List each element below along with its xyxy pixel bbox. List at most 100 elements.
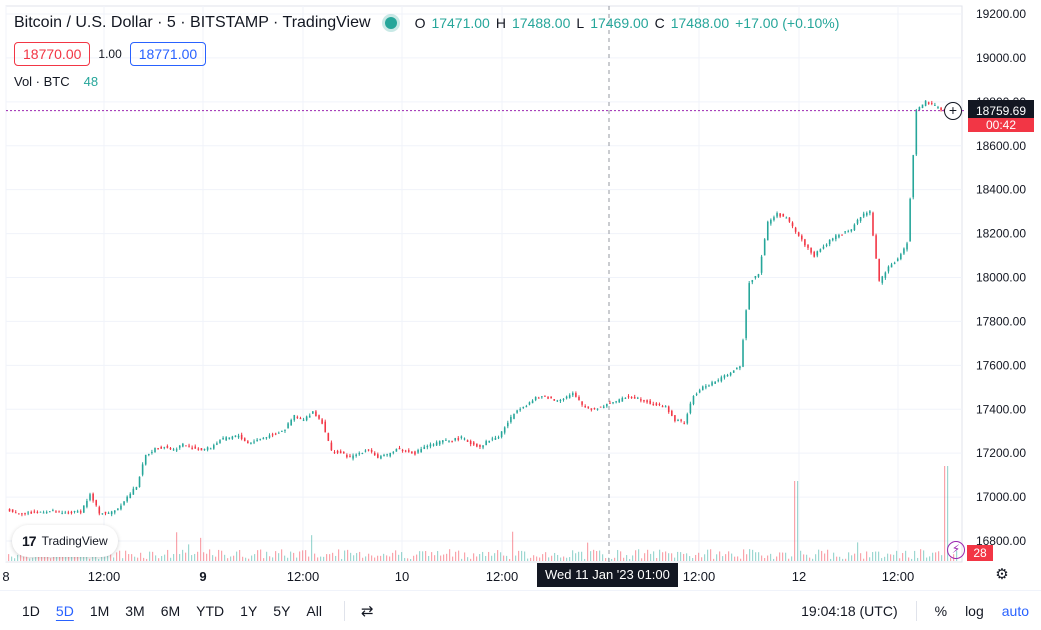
- candle-body: [120, 505, 122, 510]
- log-toggle[interactable]: log: [965, 603, 984, 619]
- candle-body: [274, 433, 277, 435]
- period-1m[interactable]: 1M: [89, 602, 110, 619]
- candle-body: [160, 446, 162, 449]
- candle-body: [915, 110, 918, 155]
- candle-body: [831, 238, 834, 241]
- volume-bar: [659, 549, 661, 561]
- date-range-icon[interactable]: ⇄: [360, 602, 374, 620]
- candle-body: [52, 510, 54, 512]
- candle-body: [407, 450, 410, 452]
- volume-bar: [716, 554, 718, 561]
- candle-body: [460, 436, 463, 438]
- auto-toggle[interactable]: auto: [1001, 603, 1029, 619]
- candle-body: [869, 211, 871, 214]
- volume-bar: [473, 553, 475, 561]
- volume-bar: [710, 549, 712, 561]
- candle-body: [361, 453, 364, 455]
- gear-icon[interactable]: ⚙: [995, 566, 1009, 583]
- price-chart[interactable]: 19200.0019000.0018800.0018600.0018400.00…: [0, 0, 1041, 590]
- volume-bar: [752, 549, 754, 561]
- volume-legend[interactable]: Vol · BTC 48: [14, 74, 98, 89]
- utc-clock[interactable]: 19:04:18 (UTC): [801, 603, 898, 619]
- candle-body: [816, 251, 819, 256]
- volume-bar: [101, 554, 103, 561]
- candle-body: [661, 406, 664, 408]
- candle-body: [553, 399, 556, 401]
- volume-bar: [941, 555, 943, 561]
- volume-bar: [173, 554, 175, 561]
- volume-bar: [200, 537, 202, 561]
- symbol-title[interactable]: Bitcoin / U.S. Dollar · 5 · BITSTAMP · T…: [14, 14, 371, 31]
- candle-body: [705, 386, 707, 388]
- candle-body: [537, 397, 540, 399]
- volume-bar: [677, 551, 679, 561]
- candle-body: [887, 266, 890, 272]
- candle-body: [166, 446, 169, 448]
- volume-bar: [392, 552, 394, 561]
- candle-body: [503, 427, 506, 433]
- period-1y[interactable]: 1Y: [240, 602, 258, 619]
- candle-body: [856, 219, 859, 224]
- volume-bar: [77, 556, 79, 561]
- percent-toggle[interactable]: %: [934, 603, 948, 619]
- period-1d[interactable]: 1D: [22, 602, 40, 619]
- buy-button[interactable]: 18771.00: [129, 42, 207, 66]
- volume-bar: [854, 553, 856, 561]
- candle-body: [841, 234, 843, 236]
- volume-bar: [767, 555, 769, 561]
- candle-body: [516, 410, 518, 413]
- period-5y[interactable]: 5Y: [273, 602, 291, 619]
- volume-bar: [479, 554, 481, 561]
- candle-body: [101, 513, 104, 515]
- candle-body: [315, 411, 317, 417]
- candle-body: [720, 377, 723, 382]
- candle-body: [658, 404, 661, 406]
- volume-bar: [746, 554, 748, 561]
- y-tick-label: 18400.00: [976, 183, 1026, 197]
- candle-body: [463, 438, 466, 440]
- tradingview-logo[interactable]: 17 TradingView: [12, 525, 118, 557]
- period-6m[interactable]: 6M: [160, 602, 181, 619]
- volume-bar: [440, 555, 442, 561]
- volume-bar: [434, 555, 436, 561]
- volume-bar: [755, 552, 757, 561]
- candle-body: [33, 511, 36, 513]
- candle-body: [890, 264, 893, 268]
- volume-bar: [899, 558, 901, 561]
- market-status-dot-icon[interactable]: [384, 17, 397, 29]
- volume-bar: [272, 557, 274, 561]
- candle-body: [240, 434, 243, 439]
- candle-body: [912, 155, 915, 198]
- candle-body: [213, 445, 215, 449]
- period-5d[interactable]: 5D: [55, 602, 74, 619]
- volume-bar: [728, 551, 730, 561]
- volume-bar: [377, 555, 379, 561]
- alert-lightning-icon[interactable]: ⚡: [947, 541, 965, 559]
- sell-button[interactable]: 18770.00: [14, 42, 91, 66]
- candle-body: [497, 437, 500, 439]
- volume-bar: [188, 544, 190, 561]
- volume-bar: [251, 555, 253, 561]
- volume-bar: [269, 556, 271, 561]
- volume-bar: [296, 557, 298, 561]
- candle-body: [197, 448, 200, 450]
- buy-sell-row: 18770.00 1.00 18771.00: [14, 42, 207, 66]
- period-3m[interactable]: 3M: [125, 602, 145, 619]
- candle-body: [342, 452, 345, 454]
- volume-bar: [683, 553, 685, 561]
- volume-bar: [695, 554, 697, 561]
- chart-area[interactable]: 19200.0019000.0018800.0018600.0018400.00…: [0, 0, 1041, 590]
- volume-bar: [725, 554, 727, 561]
- volume-bar: [539, 557, 541, 561]
- period-all[interactable]: All: [306, 602, 322, 619]
- candle-body: [609, 402, 611, 404]
- add-plus-icon[interactable]: +: [944, 102, 962, 120]
- volume-bar: [314, 553, 316, 561]
- candle-body: [534, 396, 537, 401]
- period-ytd[interactable]: YTD: [196, 602, 225, 619]
- candle-body: [11, 509, 14, 512]
- candle-body: [370, 449, 373, 452]
- candle-body: [58, 511, 60, 513]
- volume-bar: [737, 556, 739, 561]
- volume-bar: [875, 551, 877, 561]
